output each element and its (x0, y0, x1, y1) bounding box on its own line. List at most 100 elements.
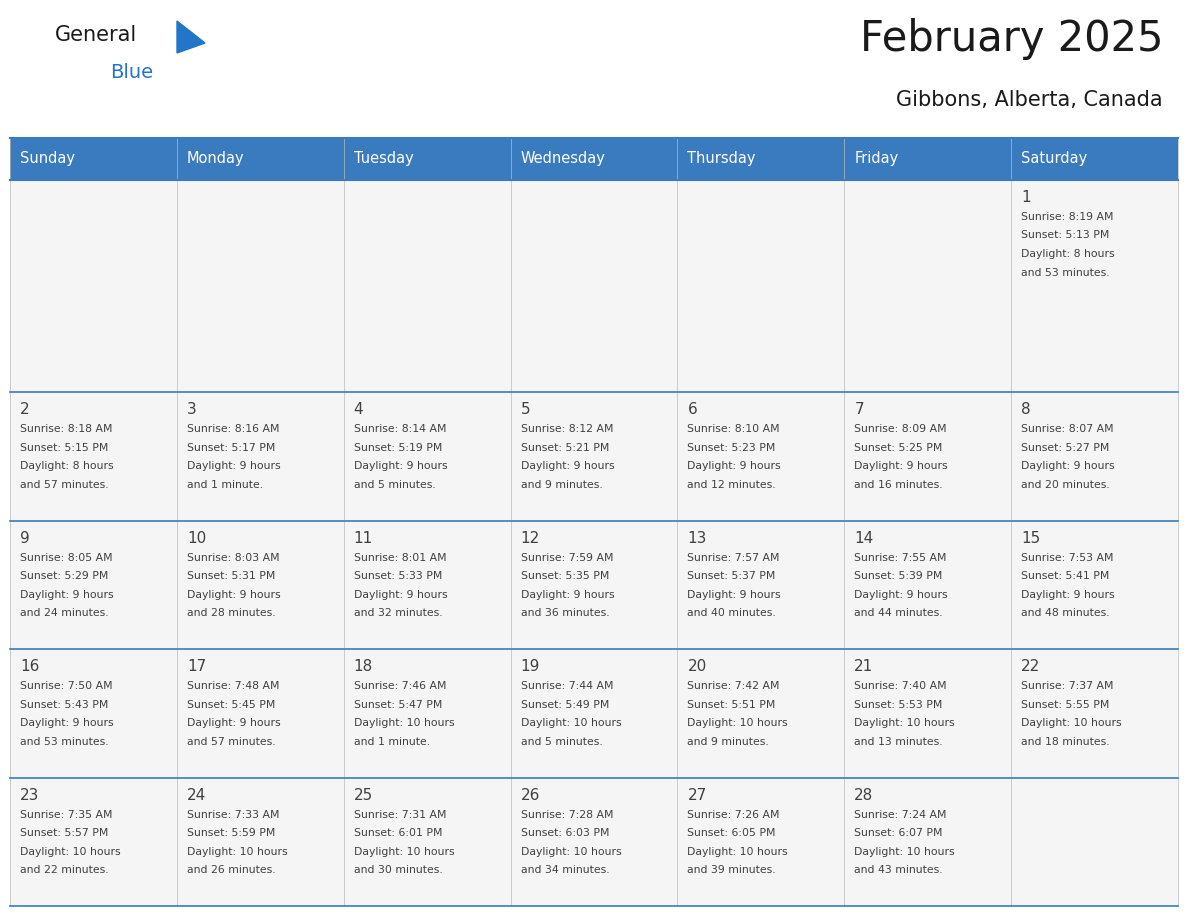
Text: Daylight: 10 hours: Daylight: 10 hours (1022, 718, 1121, 728)
Bar (511, 521, 677, 649)
Text: Daylight: 10 hours: Daylight: 10 hours (20, 846, 121, 856)
Text: Daylight: 9 hours: Daylight: 9 hours (187, 718, 280, 728)
Text: Sunrise: 8:10 AM: Sunrise: 8:10 AM (688, 424, 781, 434)
Text: 26: 26 (520, 788, 541, 802)
Text: and 44 minutes.: and 44 minutes. (854, 608, 943, 618)
Bar (677, 521, 845, 649)
Text: Sunset: 5:39 PM: Sunset: 5:39 PM (854, 571, 942, 581)
Text: Sunset: 5:41 PM: Sunset: 5:41 PM (1022, 571, 1110, 581)
Text: 22: 22 (1022, 659, 1041, 674)
Text: Sunrise: 7:48 AM: Sunrise: 7:48 AM (187, 681, 279, 691)
Text: Sunrise: 8:14 AM: Sunrise: 8:14 AM (354, 424, 447, 434)
Text: Daylight: 10 hours: Daylight: 10 hours (354, 846, 454, 856)
Text: Sunrise: 7:37 AM: Sunrise: 7:37 AM (1022, 681, 1113, 691)
Text: Sunset: 5:49 PM: Sunset: 5:49 PM (520, 700, 609, 710)
Text: Sunrise: 7:33 AM: Sunrise: 7:33 AM (187, 810, 279, 820)
Text: Sunrise: 7:24 AM: Sunrise: 7:24 AM (854, 810, 947, 820)
Text: 28: 28 (854, 788, 873, 802)
Bar (677, 649, 845, 778)
Text: Sunrise: 7:59 AM: Sunrise: 7:59 AM (520, 553, 613, 563)
Bar (10, 180, 177, 392)
Text: Sunset: 5:31 PM: Sunset: 5:31 PM (187, 571, 276, 581)
Text: and 40 minutes.: and 40 minutes. (688, 608, 776, 618)
Text: Daylight: 9 hours: Daylight: 9 hours (854, 589, 948, 599)
Bar (677, 392, 845, 521)
Text: Thursday: Thursday (688, 151, 756, 166)
Text: Daylight: 10 hours: Daylight: 10 hours (187, 846, 287, 856)
Text: Sunrise: 8:18 AM: Sunrise: 8:18 AM (20, 424, 113, 434)
Text: and 32 minutes.: and 32 minutes. (354, 608, 442, 618)
Text: Friday: Friday (854, 151, 898, 166)
Bar (511, 392, 677, 521)
Text: Daylight: 9 hours: Daylight: 9 hours (20, 718, 114, 728)
Text: Sunset: 5:23 PM: Sunset: 5:23 PM (688, 442, 776, 453)
Text: Sunset: 5:59 PM: Sunset: 5:59 PM (187, 828, 276, 838)
Text: Daylight: 9 hours: Daylight: 9 hours (20, 589, 114, 599)
Text: Sunrise: 8:09 AM: Sunrise: 8:09 AM (854, 424, 947, 434)
Text: and 48 minutes.: and 48 minutes. (1022, 608, 1110, 618)
Text: Daylight: 10 hours: Daylight: 10 hours (354, 718, 454, 728)
Text: Daylight: 9 hours: Daylight: 9 hours (688, 461, 781, 471)
Bar (10, 521, 177, 649)
Bar (677, 778, 845, 906)
Text: and 20 minutes.: and 20 minutes. (1022, 479, 1110, 489)
Text: Sunrise: 8:12 AM: Sunrise: 8:12 AM (520, 424, 613, 434)
Text: Daylight: 9 hours: Daylight: 9 hours (520, 461, 614, 471)
Text: 14: 14 (854, 531, 873, 545)
Text: 3: 3 (187, 402, 196, 417)
Text: and 57 minutes.: and 57 minutes. (20, 479, 108, 489)
Bar (10, 138, 1178, 180)
Text: Daylight: 9 hours: Daylight: 9 hours (354, 461, 448, 471)
Bar (511, 180, 677, 392)
Text: Sunrise: 8:01 AM: Sunrise: 8:01 AM (354, 553, 447, 563)
Text: and 57 minutes.: and 57 minutes. (187, 736, 276, 746)
Text: 13: 13 (688, 531, 707, 545)
Text: Daylight: 10 hours: Daylight: 10 hours (520, 846, 621, 856)
Text: and 5 minutes.: and 5 minutes. (520, 736, 602, 746)
Bar (343, 392, 511, 521)
Bar (1011, 392, 1178, 521)
Text: 2: 2 (20, 402, 30, 417)
Polygon shape (177, 21, 206, 53)
Bar (343, 180, 511, 392)
Text: and 16 minutes.: and 16 minutes. (854, 479, 943, 489)
Text: Sunrise: 7:28 AM: Sunrise: 7:28 AM (520, 810, 613, 820)
Bar (845, 649, 1011, 778)
Text: Daylight: 8 hours: Daylight: 8 hours (20, 461, 114, 471)
Text: 4: 4 (354, 402, 364, 417)
Text: Sunrise: 7:31 AM: Sunrise: 7:31 AM (354, 810, 447, 820)
Bar (677, 180, 845, 392)
Text: Daylight: 9 hours: Daylight: 9 hours (688, 589, 781, 599)
Text: 19: 19 (520, 659, 541, 674)
Bar (1011, 521, 1178, 649)
Bar (10, 649, 177, 778)
Text: Daylight: 9 hours: Daylight: 9 hours (1022, 589, 1114, 599)
Text: Sunrise: 8:07 AM: Sunrise: 8:07 AM (1022, 424, 1114, 434)
Text: Monday: Monday (187, 151, 245, 166)
Text: Daylight: 9 hours: Daylight: 9 hours (1022, 461, 1114, 471)
Text: 24: 24 (187, 788, 206, 802)
Text: Sunset: 5:19 PM: Sunset: 5:19 PM (354, 442, 442, 453)
Text: Sunset: 5:45 PM: Sunset: 5:45 PM (187, 700, 276, 710)
Text: Daylight: 9 hours: Daylight: 9 hours (354, 589, 448, 599)
Text: Sunrise: 7:46 AM: Sunrise: 7:46 AM (354, 681, 447, 691)
Bar (511, 649, 677, 778)
Text: Sunrise: 7:42 AM: Sunrise: 7:42 AM (688, 681, 781, 691)
Bar (845, 392, 1011, 521)
Text: Sunrise: 8:05 AM: Sunrise: 8:05 AM (20, 553, 113, 563)
Text: Daylight: 9 hours: Daylight: 9 hours (187, 461, 280, 471)
Text: 8: 8 (1022, 402, 1031, 417)
Text: Sunset: 6:07 PM: Sunset: 6:07 PM (854, 828, 943, 838)
Bar (845, 180, 1011, 392)
Text: Tuesday: Tuesday (354, 151, 413, 166)
Text: 7: 7 (854, 402, 864, 417)
Text: and 5 minutes.: and 5 minutes. (354, 479, 436, 489)
Text: and 53 minutes.: and 53 minutes. (1022, 267, 1110, 277)
Text: Sunset: 5:33 PM: Sunset: 5:33 PM (354, 571, 442, 581)
Text: Sunset: 5:35 PM: Sunset: 5:35 PM (520, 571, 609, 581)
Text: General: General (55, 25, 138, 45)
Text: Sunrise: 7:35 AM: Sunrise: 7:35 AM (20, 810, 113, 820)
Bar (1011, 778, 1178, 906)
Text: Sunset: 6:01 PM: Sunset: 6:01 PM (354, 828, 442, 838)
Text: 12: 12 (520, 531, 539, 545)
